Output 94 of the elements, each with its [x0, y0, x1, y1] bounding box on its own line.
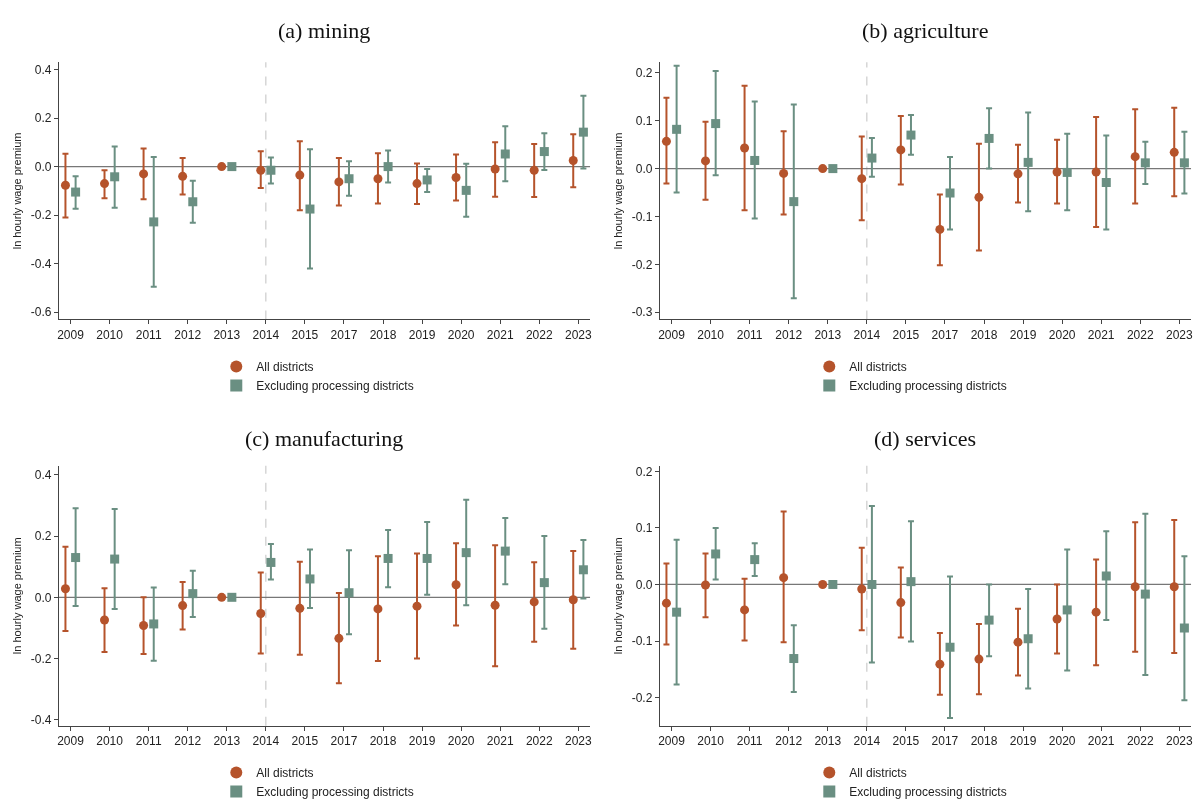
x-tick-label: 2010: [96, 327, 124, 342]
x-tick-label: 2011: [736, 734, 763, 749]
x-tick-label: 2013: [814, 327, 842, 342]
legend-label: Excluding processing districts: [256, 785, 414, 800]
y-tick-label: -0.3: [631, 305, 653, 320]
y-axis-title: ln hourly wage premium: [612, 132, 625, 250]
x-tick-label: 2012: [775, 734, 803, 749]
x-tick-label: 2010: [96, 734, 124, 749]
x-tick-label: 2014: [853, 734, 881, 749]
x-tick-label: 2023: [1165, 327, 1193, 342]
x-tick-label: 2009: [57, 734, 85, 749]
legend-label: All districts: [849, 360, 907, 375]
y-tick-label: 0.1: [635, 113, 653, 128]
x-tick-label: 2017: [330, 734, 358, 749]
x-tick-label: 2009: [57, 327, 85, 342]
x-tick-label: 2021: [486, 327, 514, 342]
x-tick-label: 2013: [213, 734, 241, 749]
y-axis-title: ln hourly wage premium: [11, 132, 24, 250]
x-tick-label: 2015: [892, 327, 920, 342]
y-tick-label: 0.1: [635, 521, 653, 536]
x-tick-label: 2023: [1165, 734, 1193, 749]
x-tick-label: 2022: [525, 327, 553, 342]
x-tick-label: 2012: [775, 327, 803, 342]
chart-title: (d) services: [874, 426, 977, 451]
y-tick-label: 0.2: [635, 464, 653, 479]
x-tick-label: 2012: [174, 327, 202, 342]
x-tick-label: 2023: [564, 327, 592, 342]
y-tick-label: -0.2: [631, 690, 653, 705]
x-tick-label: 2017: [931, 734, 959, 749]
y-axis-title: ln hourly wage premium: [11, 537, 24, 655]
x-tick-label: 2021: [1087, 327, 1115, 342]
y-tick-label: -0.2: [30, 208, 52, 223]
x-tick-label: 2020: [447, 734, 475, 749]
legend-label: Excluding processing districts: [256, 379, 414, 394]
x-tick-label: 2010: [697, 327, 725, 342]
x-tick-label: 2023: [564, 734, 592, 749]
x-tick-label: 2018: [369, 327, 397, 342]
x-tick-label: 2018: [970, 327, 998, 342]
y-tick-label: 0.0: [635, 577, 653, 592]
y-tick-label: -0.2: [631, 257, 653, 272]
x-tick-label: 2022: [1126, 327, 1154, 342]
chart-title: (a) mining: [278, 18, 371, 43]
x-tick-label: 2022: [525, 734, 553, 749]
x-tick-label: 2013: [213, 327, 241, 342]
x-tick-label: 2011: [135, 734, 162, 749]
y-tick-label: 0.2: [34, 529, 52, 544]
x-tick-label: 2019: [408, 327, 436, 342]
legend-label: Excluding processing districts: [849, 379, 1007, 394]
legend-label: All districts: [256, 360, 314, 375]
legend-label: All districts: [256, 766, 314, 781]
x-tick-label: 2021: [486, 734, 514, 749]
y-tick-label: -0.6: [30, 305, 52, 320]
x-tick-label: 2015: [291, 327, 319, 342]
x-tick-label: 2009: [658, 327, 686, 342]
x-tick-label: 2018: [369, 734, 397, 749]
x-tick-label: 2012: [174, 734, 202, 749]
y-tick-label: 0.4: [34, 468, 52, 483]
x-tick-label: 2009: [658, 734, 686, 749]
x-tick-label: 2013: [814, 734, 842, 749]
y-axis-title: ln hourly wage premium: [612, 537, 625, 655]
chart-title: (b) agriculture: [862, 18, 989, 43]
x-tick-label: 2014: [252, 734, 280, 749]
y-tick-label: -0.1: [631, 209, 653, 224]
y-tick-label: 0.4: [34, 62, 52, 77]
x-tick-label: 2014: [252, 327, 280, 342]
y-tick-label: 0.0: [34, 590, 52, 605]
x-tick-label: 2020: [447, 327, 475, 342]
legend-label: Excluding processing districts: [849, 785, 1007, 800]
y-tick-label: -0.1: [631, 634, 653, 649]
x-tick-label: 2021: [1087, 734, 1115, 749]
x-tick-label: 2011: [736, 327, 763, 342]
y-tick-label: -0.4: [30, 256, 52, 271]
x-tick-label: 2011: [135, 327, 162, 342]
x-tick-label: 2022: [1126, 734, 1154, 749]
x-tick-label: 2020: [1048, 734, 1076, 749]
y-tick-label: -0.2: [30, 651, 52, 666]
x-tick-label: 2015: [291, 734, 319, 749]
x-tick-label: 2015: [892, 734, 920, 749]
y-tick-label: 0.0: [34, 159, 52, 174]
x-tick-label: 2019: [408, 734, 436, 749]
y-tick-label: 0.0: [635, 161, 653, 176]
legend-label: All districts: [849, 766, 907, 781]
x-tick-label: 2017: [931, 327, 959, 342]
x-tick-label: 2019: [1009, 327, 1037, 342]
chart-title: (c) manufacturing: [245, 426, 404, 451]
y-tick-label: 0.2: [635, 66, 653, 81]
x-tick-label: 2019: [1009, 734, 1037, 749]
x-tick-label: 2018: [970, 734, 998, 749]
x-tick-label: 2014: [853, 327, 881, 342]
x-tick-label: 2010: [697, 734, 725, 749]
y-tick-label: -0.4: [30, 712, 52, 727]
y-tick-label: 0.2: [34, 111, 52, 126]
x-tick-label: 2020: [1048, 327, 1076, 342]
x-tick-label: 2017: [330, 327, 358, 342]
